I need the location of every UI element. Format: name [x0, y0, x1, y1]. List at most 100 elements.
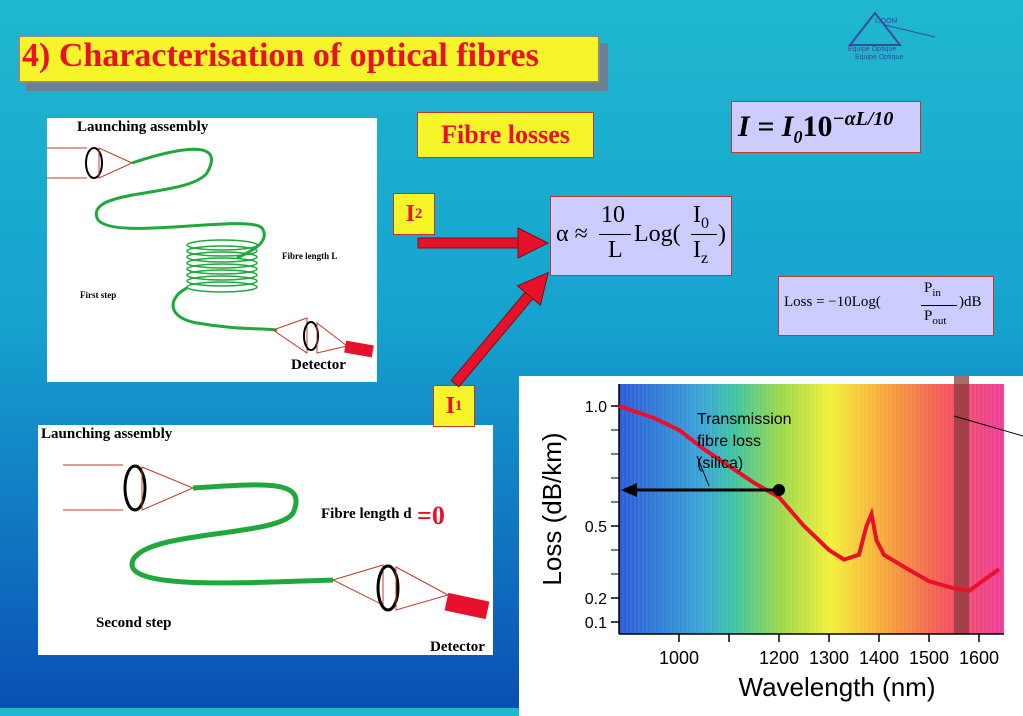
alpha-log: Log( [634, 221, 681, 247]
attenuation-formula: α ≈ 10 L Log( I0 Iz ) [550, 196, 732, 276]
formula-sub: 0 [793, 127, 803, 147]
x-tick-label: 1300 [809, 648, 849, 668]
loss-num: Pin [924, 280, 941, 299]
lens-icon [85, 147, 103, 179]
fibre-path [95, 147, 266, 260]
marker-point [773, 484, 785, 496]
second-step-diagram [63, 464, 490, 620]
fibre-length-label: Fibre length L [282, 251, 338, 261]
alpha-lhs: α ≈ [556, 221, 588, 247]
fibre-path [129, 482, 334, 586]
loss-formula: Loss = −10Log( Pin Pout )dB [778, 276, 994, 336]
x-ticks: 1000 1200 1300 1400 1500 1600 [659, 634, 999, 668]
telecom-band-highlight [954, 376, 969, 634]
detector-icon [344, 340, 374, 358]
y-ticks: 1.0 0.5 0.2 0.1 [585, 399, 619, 632]
logo-line [884, 24, 936, 38]
y-tick-label: 1.0 [585, 399, 607, 416]
readout-arrowhead [621, 483, 637, 497]
alpha-inum-sub: 0 [701, 214, 709, 232]
loss-den: Pout [924, 308, 946, 327]
loss-lhs: Loss = −10Log( [784, 294, 881, 310]
fibre-length-label: Fibre length d [321, 506, 412, 522]
fraction-bar [599, 234, 631, 235]
y-tick-label: 0.2 [585, 591, 607, 608]
x-tick-label: 1400 [859, 648, 899, 668]
step-label: Second step [96, 615, 172, 631]
second-step-panel: Launching assembly Fibre length d =0 Sec… [38, 425, 493, 655]
lens-icon [303, 321, 319, 351]
detector-cone [316, 321, 349, 354]
lab-logo: LIOOM Equipe Optique Equipe Optique [847, 11, 936, 61]
formula-eq: = I [757, 110, 794, 143]
detector-icon [444, 592, 490, 620]
first-step-panel: Launching assembly Fibre length L First … [47, 118, 377, 382]
logo-text-2: Equipe Optique [848, 46, 896, 53]
x-tick-label: 1200 [759, 648, 799, 668]
launching-assembly-label: Launching assembly [77, 119, 209, 135]
output-cone [271, 317, 308, 354]
logo-triangle [847, 11, 903, 46]
loss-den-sub: out [932, 315, 947, 327]
zero-length-label: =0 [417, 501, 445, 530]
detector-cone [395, 566, 450, 611]
alpha-num: 10 [601, 202, 625, 228]
alpha-iden: Iz [693, 237, 708, 268]
loss-chart-panel: 1.0 0.5 0.2 0.1 1000 1200 1300 1400 1500 1600 Tr… [519, 376, 1023, 716]
spectrum-background [619, 384, 1004, 634]
step-label: First step [80, 290, 117, 300]
loss-den-main: P [924, 308, 933, 324]
fraction-bar [921, 305, 957, 306]
formula-exp: −αL/10 [832, 108, 894, 130]
focus-cone [141, 466, 195, 511]
x-tick-label: 1600 [959, 648, 999, 668]
y-tick-label: 0.5 [585, 519, 607, 536]
y-axis-label: Loss (dB/km) [537, 432, 567, 585]
alpha-den: L [608, 237, 623, 263]
y-tick-label: 0.1 [585, 615, 607, 632]
logo-text-3: Equipe Optique [855, 54, 903, 61]
detector-label: Detector [291, 357, 346, 373]
alpha-inum-main: I [693, 202, 701, 228]
slide-title: 4) Characterisation of optical fibres [22, 37, 539, 74]
loss-close: )dB [959, 294, 982, 310]
loss-chart: 1.0 0.5 0.2 0.1 1000 1200 1300 1400 1500 1600 Tr… [537, 376, 1023, 702]
annotation-line-2: fibre loss [697, 433, 761, 450]
band-pointer [953, 415, 1023, 437]
i2-sub: 2 [414, 205, 423, 222]
x-axis-label: Wavelength (nm) [739, 672, 936, 702]
x-tick-label: 1000 [659, 648, 699, 668]
lens-icon [376, 564, 400, 612]
title-banner [18, 35, 600, 83]
alpha-iden-sub: z [701, 249, 709, 267]
detector-label: Detector [430, 639, 485, 655]
x-tick-label: 1500 [909, 648, 949, 668]
i1-sub: 1 [454, 397, 463, 414]
alpha-inum: I0 [693, 202, 709, 233]
fraction-bar [691, 234, 717, 235]
annotation-pointer [696, 455, 710, 487]
focus-cone [98, 147, 134, 179]
fibre-losses-label: Fibre losses [417, 112, 594, 158]
intensity-formula: I = I010−αL/10 [731, 101, 921, 153]
alpha-iden-main: I [693, 237, 701, 263]
i1-main: I [445, 392, 455, 419]
loss-num-sub: in [932, 287, 941, 299]
fibre-coil [186, 239, 258, 293]
i1-arrow [450, 271, 549, 388]
first-step-diagram [47, 147, 374, 358]
fibre-output [171, 286, 278, 332]
loss-num-main: P [924, 280, 933, 296]
annotation-line-3: (silica) [697, 455, 743, 472]
loss-curve [618, 404, 1001, 593]
launching-assembly-label: Launching assembly [41, 426, 173, 442]
i2-arrow [417, 227, 550, 259]
output-cone [331, 564, 384, 606]
logo-text-1: LIOOM [875, 18, 898, 25]
formula-lhs: I [738, 110, 750, 143]
alpha-close: ) [718, 221, 726, 247]
lens-icon [123, 464, 147, 512]
